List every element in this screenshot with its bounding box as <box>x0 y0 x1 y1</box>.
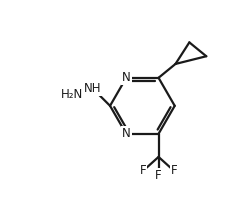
Text: NH: NH <box>84 82 102 95</box>
Text: F: F <box>155 169 162 182</box>
Text: F: F <box>140 164 147 177</box>
Text: H₂N: H₂N <box>60 88 83 101</box>
Text: F: F <box>171 164 177 177</box>
Text: N: N <box>122 127 131 140</box>
Text: N: N <box>122 71 131 84</box>
